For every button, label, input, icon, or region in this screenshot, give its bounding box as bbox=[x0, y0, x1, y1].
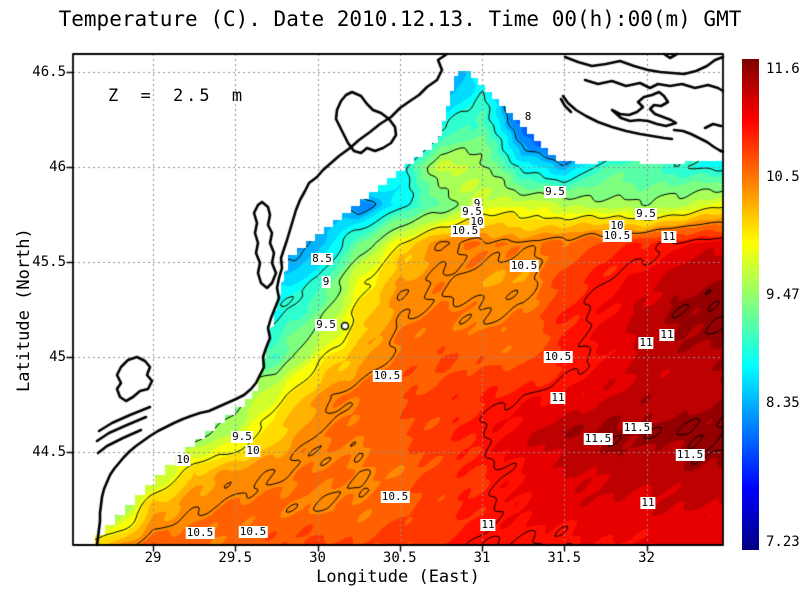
contour-label: 8.5 bbox=[311, 252, 333, 265]
contour-label: 11.5 bbox=[583, 432, 613, 445]
contour-label: 11 bbox=[659, 328, 675, 341]
contour-label: 9 bbox=[472, 197, 482, 210]
y-axis-label: Latitude (North) bbox=[14, 228, 34, 392]
x-axis-label: Longitude (East) bbox=[316, 567, 480, 587]
y-tick-label: 45.5 bbox=[32, 254, 66, 270]
x-tick-label: 31.5 bbox=[547, 550, 582, 566]
contour-label: 9.5 bbox=[544, 185, 566, 198]
contour-label: 10 bbox=[245, 444, 261, 457]
contour-label: 10.5 bbox=[509, 259, 539, 272]
contour-label: 8 bbox=[523, 110, 533, 123]
colorbar-tick-label: 7.23 bbox=[766, 534, 800, 550]
x-tick-label: 32 bbox=[638, 550, 655, 566]
contour-label: 9.5 bbox=[635, 207, 657, 220]
x-tick-label: 30 bbox=[309, 550, 326, 566]
contour-label: 10.5 bbox=[238, 525, 268, 538]
contour-label: 10 bbox=[175, 453, 191, 466]
x-tick-label: 30.5 bbox=[382, 550, 417, 566]
colorbar-tick-label: 11.6 bbox=[766, 61, 800, 77]
y-tick-label: 46.5 bbox=[32, 64, 66, 80]
contour-label: 11 bbox=[550, 391, 566, 404]
colorbar-tick-label: 9.47 bbox=[766, 287, 800, 303]
contour-label: 11 bbox=[638, 336, 654, 349]
contour-label: 10.5 bbox=[602, 229, 632, 242]
x-tick-label: 31 bbox=[473, 550, 491, 566]
contour-label: 9.5 bbox=[231, 430, 253, 443]
contour-label: 10 bbox=[609, 219, 625, 232]
chart-title: Temperature (C). Date 2010.12.13. Time 0… bbox=[58, 7, 742, 31]
contour-label: 10.5 bbox=[185, 526, 215, 539]
x-tick-label: 29 bbox=[144, 550, 162, 566]
contour-label: 10.5 bbox=[380, 490, 410, 503]
x-tick-label: 29.5 bbox=[218, 550, 253, 566]
contour-label: 11.5 bbox=[675, 448, 705, 461]
depth-annotation: Z = 2.5 m bbox=[108, 86, 246, 106]
contour-label: 11 bbox=[480, 518, 496, 531]
contour-label: 11 bbox=[661, 230, 677, 243]
colorbar bbox=[742, 59, 759, 550]
y-tick-label: 45 bbox=[49, 349, 66, 365]
contour-label: 9 bbox=[321, 275, 331, 288]
colorbar-tick-label: 8.35 bbox=[766, 395, 800, 411]
contour-label: 10.5 bbox=[450, 224, 480, 237]
contour-label: 10.5 bbox=[372, 369, 402, 382]
contour-label: 10.5 bbox=[543, 350, 573, 363]
y-tick-label: 44.5 bbox=[32, 444, 66, 460]
contour-label: 9.5 bbox=[315, 318, 337, 331]
colorbar-tick-label: 10.5 bbox=[766, 169, 800, 185]
contour-label: 9.5 bbox=[461, 205, 483, 218]
contour-label: 11 bbox=[640, 496, 656, 509]
y-tick-label: 46 bbox=[49, 159, 66, 175]
contour-label: 11.5 bbox=[622, 421, 652, 434]
